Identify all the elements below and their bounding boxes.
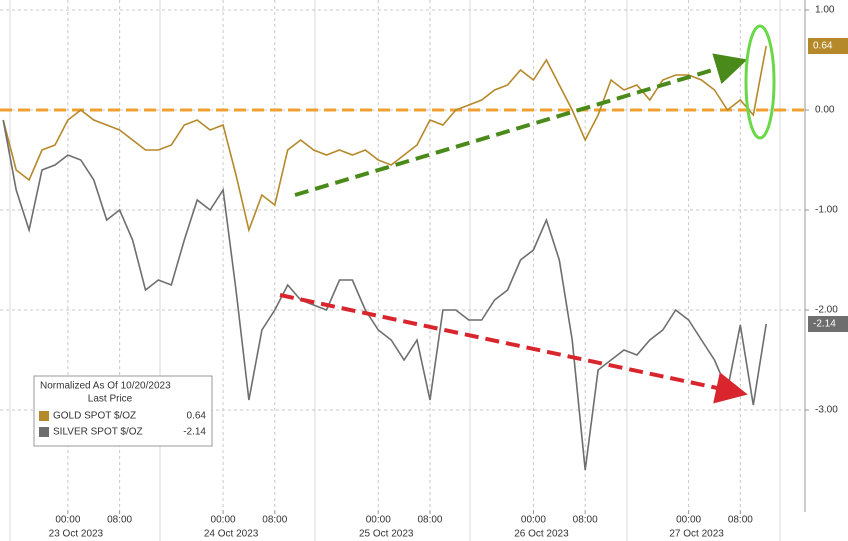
annotations bbox=[279, 24, 776, 404]
last-price-box bbox=[808, 38, 848, 54]
x-date-label: 24 Oct 2023 bbox=[204, 529, 259, 540]
x-tick-label: 00:00 bbox=[55, 515, 80, 526]
x-tick-label: 08:00 bbox=[107, 515, 132, 526]
legend-value: -2.14 bbox=[183, 427, 206, 438]
y-tick-label: 0.00 bbox=[815, 105, 835, 116]
x-date-label: 23 Oct 2023 bbox=[49, 529, 104, 540]
legend-swatch bbox=[39, 411, 49, 421]
x-tick-label: 00:00 bbox=[366, 515, 391, 526]
day-separators bbox=[9, 0, 806, 541]
y-tick-label: -3.00 bbox=[815, 405, 838, 416]
x-date-label: 27 Oct 2023 bbox=[669, 529, 724, 540]
y-tick-label: -1.00 bbox=[815, 205, 838, 216]
last-price-label: 0.64 bbox=[813, 41, 833, 52]
x-date-label: 26 Oct 2023 bbox=[514, 529, 569, 540]
x-tick-label: 08:00 bbox=[417, 515, 442, 526]
x-tick-label: 00:00 bbox=[521, 515, 546, 526]
trend-arrow bbox=[294, 53, 748, 197]
last-price-label: -2.14 bbox=[813, 319, 836, 330]
x-tick-label: 08:00 bbox=[728, 515, 753, 526]
axes: 1.00 0.00 -1.00 -2.00 -3.00 00:00 08:00 00:00 08… bbox=[49, 5, 848, 540]
legend-box bbox=[33, 375, 213, 447]
x-tick-label: 00:00 bbox=[676, 515, 701, 526]
last-price-box bbox=[808, 316, 848, 332]
legend-value: 0.64 bbox=[187, 411, 207, 422]
highlight-ellipse bbox=[744, 24, 776, 140]
legend-title: Normalized As Of 10/20/2023 bbox=[40, 381, 171, 392]
x-tick-label: 00:00 bbox=[211, 515, 236, 526]
series-line bbox=[2, 119, 767, 471]
legend: Normalized As Of 10/20/2023 Last Price G… bbox=[33, 375, 213, 447]
legend-label: SILVER SPOT $/OZ bbox=[53, 427, 143, 438]
series-lines bbox=[2, 45, 767, 471]
y-tick-label: 1.00 bbox=[815, 5, 835, 16]
x-tick-label: 08:00 bbox=[573, 515, 598, 526]
legend-subtitle: Last Price bbox=[88, 394, 133, 405]
y-tick-label: -2.00 bbox=[815, 305, 838, 316]
legend-swatch bbox=[39, 427, 49, 437]
legend-label: GOLD SPOT $/OZ bbox=[53, 411, 136, 422]
series-line bbox=[2, 45, 767, 233]
trend-arrow bbox=[279, 293, 748, 404]
x-tick-label: 08:00 bbox=[262, 515, 287, 526]
x-date-label: 25 Oct 2023 bbox=[359, 529, 414, 540]
